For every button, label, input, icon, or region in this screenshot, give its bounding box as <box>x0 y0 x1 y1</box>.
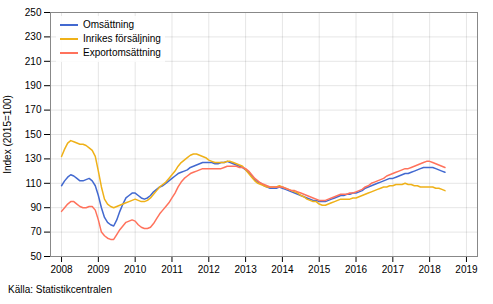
svg-text:190: 190 <box>25 80 42 91</box>
svg-text:2018: 2018 <box>419 264 442 275</box>
svg-text:2009: 2009 <box>87 264 110 275</box>
svg-text:2010: 2010 <box>124 264 147 275</box>
svg-text:50: 50 <box>30 251 42 262</box>
html-text:Källa: Statistikcentralen: Källa: Statistikcentralen <box>8 284 112 295</box>
svg-text:250: 250 <box>25 7 42 18</box>
svg-text:Index (2015=100): Index (2015=100) <box>2 95 13 174</box>
svg-text:2016: 2016 <box>345 264 368 275</box>
svg-text:90: 90 <box>30 202 42 213</box>
svg-text:210: 210 <box>25 56 42 67</box>
svg-text:2015: 2015 <box>308 264 331 275</box>
svg-text:170: 170 <box>25 104 42 115</box>
svg-text:110: 110 <box>26 178 42 189</box>
svg-text:130: 130 <box>25 153 42 164</box>
svg-text:2017: 2017 <box>382 264 405 275</box>
svg-text:70: 70 <box>30 226 42 237</box>
svg-text:2011: 2011 <box>161 264 183 275</box>
html-text:Exportomsättning: Exportomsättning <box>83 47 161 58</box>
svg-text:230: 230 <box>25 31 42 42</box>
svg-text:2019: 2019 <box>455 264 478 275</box>
svg-text:2014: 2014 <box>271 264 294 275</box>
svg-text:150: 150 <box>25 129 42 140</box>
svg-text:2012: 2012 <box>198 264 221 275</box>
svg-text:2013: 2013 <box>234 264 257 275</box>
svg-text:2008: 2008 <box>50 264 73 275</box>
html-text:Inrikes försäljning: Inrikes försäljning <box>83 33 161 44</box>
html-text:Omsättning: Omsättning <box>83 19 135 30</box>
